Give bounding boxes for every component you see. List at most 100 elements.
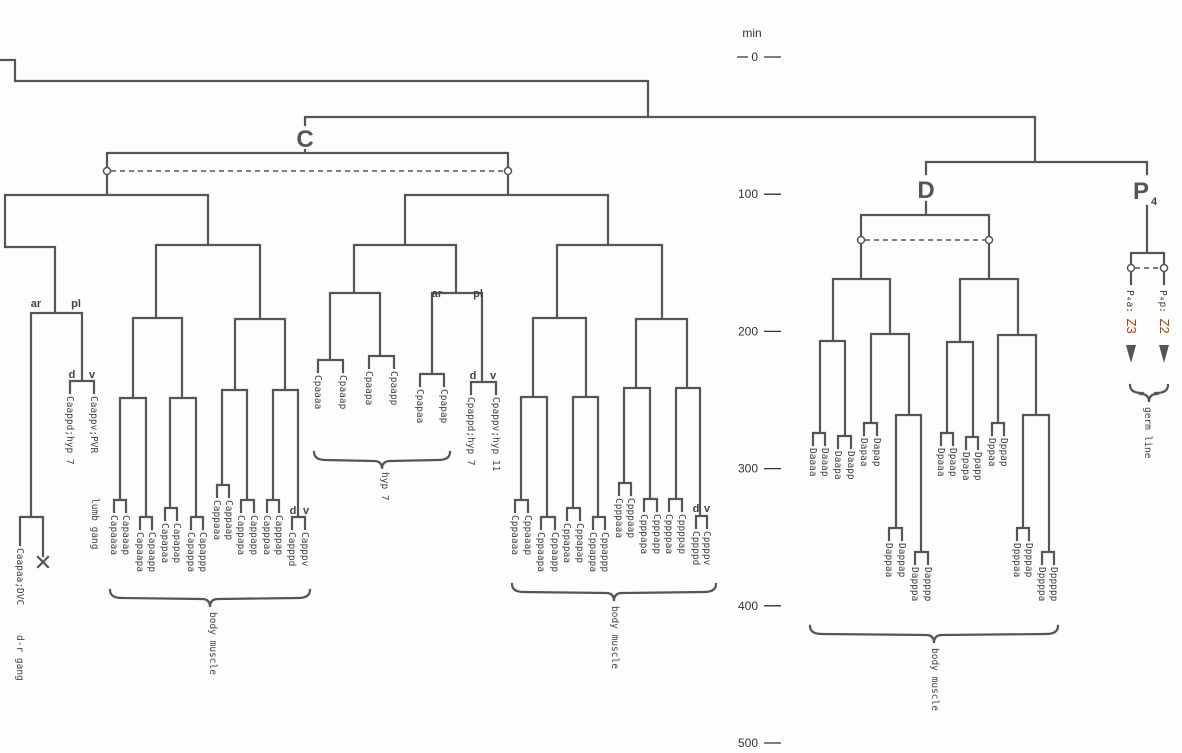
axis-tick-label: 500 xyxy=(738,736,758,750)
cell-label: Cppappa xyxy=(587,532,598,572)
cell-label: Dpaaa xyxy=(935,448,946,477)
fate-label-germ-line: germ line xyxy=(1142,407,1153,459)
equivalence-circle-icon xyxy=(1159,263,1169,273)
cell-label: Capppv xyxy=(299,532,310,567)
cell-label: Cpapaa xyxy=(414,389,425,423)
axis-tick-label: 200 xyxy=(738,324,758,338)
branch-label-v: v xyxy=(704,503,711,515)
cell-label: Cpppapp xyxy=(651,514,662,554)
cell-label: Capaapa xyxy=(134,532,145,572)
fate-label-body-muscle_2: body muscle xyxy=(609,606,620,669)
branch-label-d: d xyxy=(470,370,477,382)
branch-label-v: v xyxy=(89,369,96,381)
cell-label: Cpppaap xyxy=(625,498,636,538)
cell-label: Capaaap xyxy=(120,515,131,555)
cell-label: Dpppap xyxy=(1023,543,1034,578)
cell-label: Capappp xyxy=(197,532,208,572)
cell-label: Capaapp xyxy=(146,532,157,572)
equivalence-circle-icon xyxy=(856,235,866,245)
branch-label-ar: ar xyxy=(31,298,42,310)
cell-label: Daapa xyxy=(832,451,843,480)
fate-label-body-muscle_1: body muscle xyxy=(207,612,218,675)
cell-label: Capppap xyxy=(273,515,284,555)
germ-cell-name: P₄a: xyxy=(1124,290,1135,319)
cell-label: Cappapp xyxy=(248,515,259,555)
cell-label: Dpppaa xyxy=(1011,543,1022,577)
germ-cell-fate: Z3 xyxy=(1124,319,1139,334)
equivalence-circle-icon xyxy=(1126,263,1136,273)
cell-label: Cappaap xyxy=(223,500,234,540)
germ-cell-fate: Z2 xyxy=(1157,319,1172,334)
arrow-down-icon xyxy=(1159,345,1169,363)
cell-label: Cppaapp xyxy=(549,532,560,572)
lineage-lines xyxy=(0,58,1166,566)
founder-label-c: C xyxy=(296,126,313,153)
cell-label: Cpaaap xyxy=(337,375,348,410)
cell-label: Cppppd xyxy=(690,531,701,565)
branch-label-d: d xyxy=(290,505,297,517)
germ-cell-label: P₄a: Z3 xyxy=(1124,290,1139,334)
brace-hyp7 xyxy=(312,450,452,470)
founder-label-d: D xyxy=(917,177,934,204)
cell-label: Dpapp xyxy=(972,452,983,481)
cell-label: Dappap xyxy=(896,543,907,578)
cell-label: Cappaaa xyxy=(211,500,222,540)
cell-label: Capapap xyxy=(171,523,182,563)
cell-label: Cappapa xyxy=(235,515,246,555)
cell-label: Cpaapa xyxy=(363,371,374,405)
cell-label: Caapaa;DVC xyxy=(14,548,25,605)
cell-label: Cpppapa xyxy=(638,514,649,554)
cell-label: Cppapaa xyxy=(561,523,572,563)
branch-label-v: v xyxy=(490,370,497,382)
cell-label: Dapppa xyxy=(909,567,920,601)
branch-label-d: d xyxy=(69,369,76,381)
cell-label: Dppppp xyxy=(1048,567,1059,602)
branch-label-d: d xyxy=(693,503,700,515)
brace-germ-line xyxy=(1128,383,1170,403)
cell-label: Dappaa xyxy=(883,543,894,577)
germ-cell-label: P₄p: Z2 xyxy=(1157,290,1172,334)
cell-label: Cpappd;hyp 7 xyxy=(465,397,476,466)
axis-tick-label: 0 xyxy=(751,50,758,64)
axis-tick-label: 100 xyxy=(738,187,758,201)
cell-label: Daaaa xyxy=(807,448,818,477)
branch-label-pl: pl xyxy=(473,288,483,300)
cell-label: Dapppp xyxy=(922,567,933,602)
axis-unit: min xyxy=(742,26,761,40)
founder-label-p4-subscript: 4 xyxy=(1151,196,1158,208)
cell-label: Capappa xyxy=(185,532,196,572)
cell-label: Cppapap xyxy=(574,523,585,563)
cell-label: Cppppaa xyxy=(663,514,674,554)
arrow-down-icon xyxy=(1126,345,1136,363)
cell-label: Daaap xyxy=(819,448,830,477)
cell-label: Caappd;hyp 7 xyxy=(64,396,75,465)
cell-label: Cpapap xyxy=(438,389,449,424)
brace-body-muscle-2 xyxy=(510,582,718,602)
cell-label: Cpppaaa xyxy=(613,498,624,538)
cell-label: Capppaa xyxy=(261,515,272,555)
branch-label-ar: ar xyxy=(432,288,443,300)
equivalence-dashed-line xyxy=(111,170,1160,269)
equivalence-circle-icon xyxy=(503,166,513,176)
fate-label-lumb-gang: lumb gang xyxy=(89,498,100,549)
cell-label: Daapp xyxy=(845,451,856,480)
equivalence-circle-icon xyxy=(102,166,112,176)
cell-label: Dppaa xyxy=(986,438,997,467)
founder-label-p4: P xyxy=(1133,178,1149,205)
cell-label: Dapap xyxy=(871,438,882,467)
fate-label-hyp7: hyp 7 xyxy=(379,472,390,501)
cell-label: Cppppap xyxy=(676,514,687,554)
cell-label: Cppaaap xyxy=(522,515,533,555)
branch-label-pl: pl xyxy=(71,298,81,310)
axis-tick-label: 400 xyxy=(738,599,758,613)
cell-label: Dppppa xyxy=(1036,567,1047,601)
cell-label: Cpappv;hyp 11 xyxy=(490,397,501,472)
equivalence-circle-icon xyxy=(984,235,994,245)
brace-body-muscle-1 xyxy=(108,588,312,608)
cell-label: Dpaap xyxy=(947,448,958,477)
cell-label: Cppappp xyxy=(599,532,610,572)
cell-label: Dapaa xyxy=(858,438,869,467)
germ-cell-name: P₄p: xyxy=(1157,290,1168,319)
